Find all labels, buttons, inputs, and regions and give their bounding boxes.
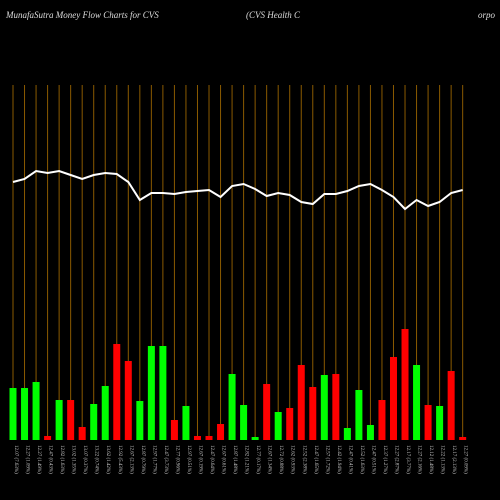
x-tick-label: 12.52 (1.63%) xyxy=(359,445,364,474)
bar xyxy=(170,420,178,440)
chart-title-tail: orpo xyxy=(478,10,496,20)
x-tick-label: 12.17 (3.77%) xyxy=(405,445,410,474)
x-tick-label: 12.12 (1.48%) xyxy=(428,445,433,474)
bar xyxy=(44,436,52,440)
bar xyxy=(136,401,144,440)
x-tick-label: 12.82 (1.63%) xyxy=(59,445,64,474)
x-tick-label: 12.47 (0.51%) xyxy=(370,445,375,474)
price-line xyxy=(12,169,463,211)
bar xyxy=(424,405,432,440)
bar xyxy=(274,412,282,440)
x-tick-label: 12.42 (1.94%) xyxy=(336,445,341,474)
x-tick-label: 12.47 (0.64%) xyxy=(209,445,214,474)
bar xyxy=(90,404,98,440)
x-tick-label: 12.47 (0.43%) xyxy=(48,445,53,474)
bar xyxy=(459,437,467,440)
bar xyxy=(263,384,271,440)
bar xyxy=(366,425,374,440)
x-tick-label: 12.67 (0.61%) xyxy=(221,445,226,474)
x-tick-label: 12.47 (0.41%) xyxy=(347,445,352,474)
chart-title: MunafaSutra Money Flow Charts for CVS xyxy=(5,10,159,20)
bar xyxy=(205,436,213,440)
x-tick-label: 12.67 (2.13%) xyxy=(128,445,133,474)
bar xyxy=(240,405,248,440)
x-tick-label: 12.72 (0.88%) xyxy=(278,445,283,474)
x-tick-label: 13.62 (1.42%) xyxy=(105,445,110,474)
bar xyxy=(217,424,225,440)
x-tick-label: 12.27 (1.09%) xyxy=(25,445,30,474)
bar xyxy=(251,437,259,440)
bar xyxy=(32,382,40,440)
x-tick-label: 12.67 (1.34%) xyxy=(267,445,272,474)
bar xyxy=(436,406,444,440)
x-tick-label: 12.37 (1.27%) xyxy=(382,445,387,474)
x-tick-label: 12.47 (3.73%) xyxy=(163,445,168,474)
x-tick-label: 12.77 (0.96%) xyxy=(174,445,179,474)
x-tick-label: 12.97 (1.77%) xyxy=(151,445,156,474)
bar xyxy=(55,400,63,440)
bar xyxy=(228,374,236,440)
bar xyxy=(309,387,317,440)
x-tick-label: 12.27 (2.87%) xyxy=(393,445,398,474)
bar xyxy=(413,365,421,440)
x-tick-label: 12.87 (0.79%) xyxy=(140,445,145,474)
bar xyxy=(389,357,397,440)
bar xyxy=(401,329,409,440)
x-tick-label: 12.27 (1.49%) xyxy=(36,445,41,474)
chart-subtitle: (CVS Health C xyxy=(246,10,301,20)
x-tick-label: 12.57 (1.72%) xyxy=(324,445,329,474)
bar xyxy=(297,365,305,440)
bar xyxy=(21,388,29,440)
x-tick-label: 13.07 (0.37%) xyxy=(82,445,87,474)
bar xyxy=(101,386,109,440)
x-tick-label: 12.27 (2.16%) xyxy=(417,445,422,474)
bar xyxy=(159,346,167,440)
bar xyxy=(355,390,363,440)
x-tick-label: 12.97 (0.51%) xyxy=(186,445,191,474)
bar xyxy=(124,361,132,440)
x-tick-label: 12.67 (0.19%) xyxy=(197,445,202,474)
x-tick-label: 12.27 (0.09%) xyxy=(463,445,468,474)
bar xyxy=(182,406,190,440)
x-tick-label: 12.62 (0.93%) xyxy=(290,445,295,474)
bar xyxy=(332,374,340,440)
x-tick-label: 12.77 (0.17%) xyxy=(255,445,260,474)
bar xyxy=(286,408,294,440)
x-tick-label: 12.52 (2.38%) xyxy=(301,445,306,474)
x-tick-label: 13.02 (1.35%) xyxy=(71,445,76,474)
bar xyxy=(9,388,17,440)
bar xyxy=(193,436,201,440)
bar xyxy=(67,400,75,440)
bar xyxy=(378,400,386,440)
x-tick-label: 12.07 (7.63%) xyxy=(13,445,18,474)
x-tick-label: 12.47 (1.65%) xyxy=(313,445,318,474)
bar xyxy=(147,346,155,440)
bar xyxy=(447,371,455,440)
bar xyxy=(78,427,86,440)
x-tick-label: 12.82 (1.21%) xyxy=(244,445,249,474)
x-tick-label: 13.22 (0.74%) xyxy=(94,445,99,474)
bar xyxy=(343,428,351,440)
bar xyxy=(320,375,328,440)
x-tick-label: 12.17 (2.13%) xyxy=(451,445,456,474)
bar xyxy=(113,344,121,440)
x-tick-label: 12.92 (5.43%) xyxy=(117,445,122,474)
x-tick-label: 12.22 (1.13%) xyxy=(440,445,445,474)
x-tick-label: 12.87 (1.48%) xyxy=(232,445,237,474)
